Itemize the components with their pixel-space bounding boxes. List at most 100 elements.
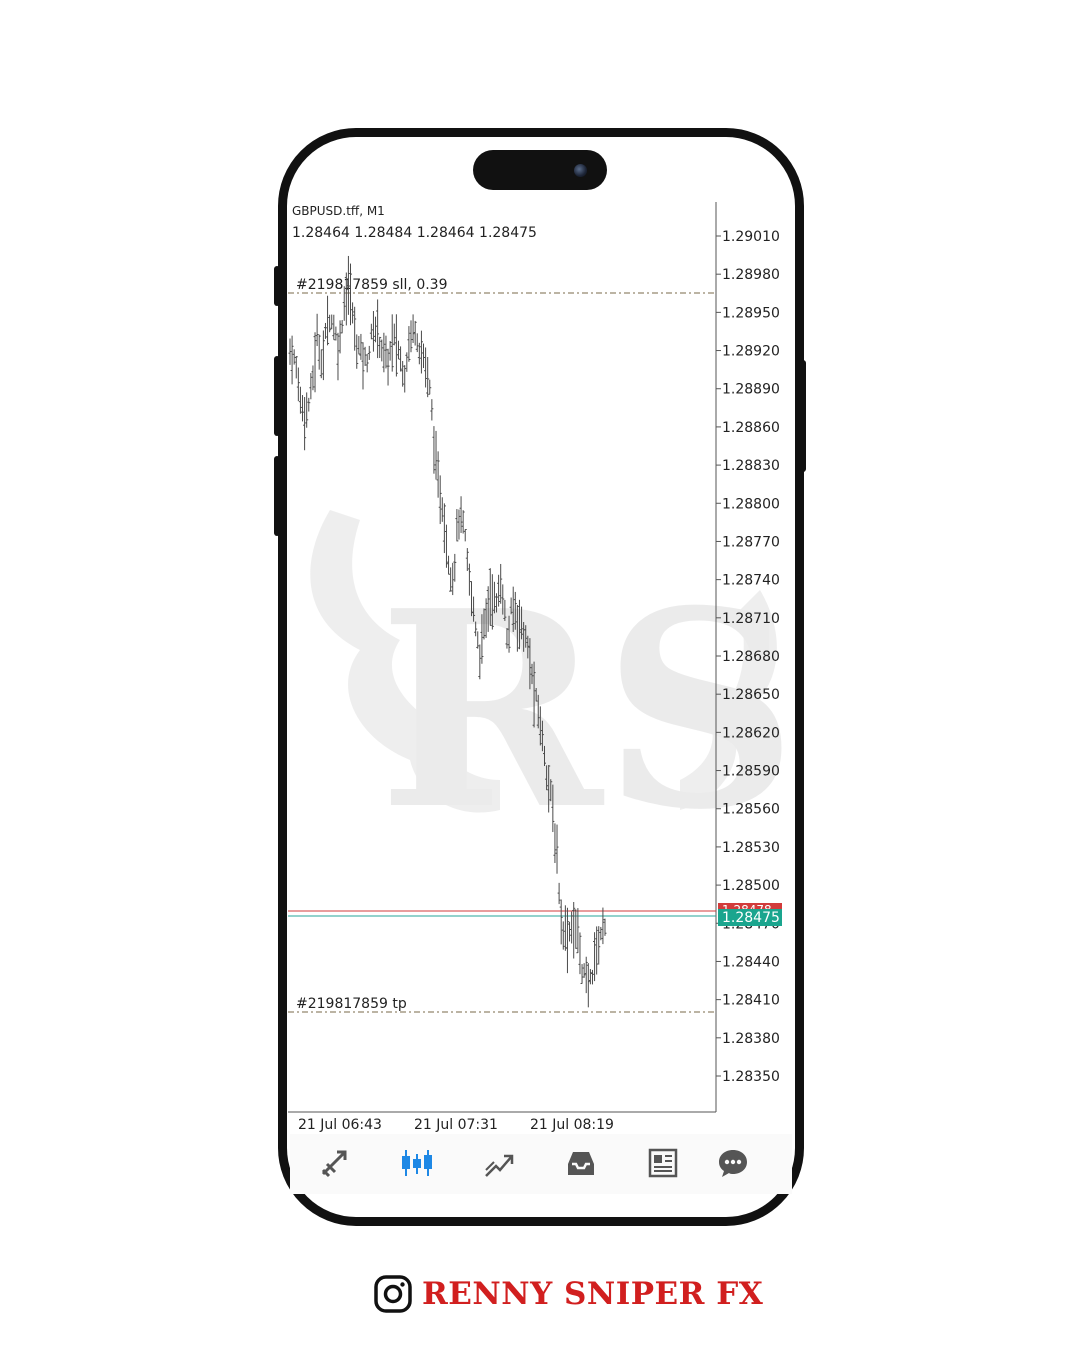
price-bar [319, 349, 323, 379]
y-tick-label: 1.29010 [722, 229, 780, 245]
price-bar [403, 365, 407, 393]
price-bar [376, 299, 380, 359]
price-bar [540, 720, 544, 752]
price-bar [534, 687, 538, 702]
price-bar [444, 524, 448, 568]
price-bar [351, 302, 355, 324]
nav-news[interactable] [644, 1144, 682, 1182]
price-bar [334, 326, 338, 341]
price-bar [580, 964, 584, 984]
nav-trade[interactable] [480, 1144, 518, 1182]
price-bar [517, 599, 521, 650]
price-bar [559, 899, 563, 945]
price-bar [369, 323, 373, 340]
nav-history[interactable] [562, 1144, 600, 1182]
price-bar [415, 333, 419, 353]
price-bar [438, 475, 442, 525]
price-bar [315, 313, 319, 347]
price-bar [294, 356, 298, 379]
price-bar [313, 332, 317, 393]
x-tick-label: 21 Jul 07:31 [414, 1117, 498, 1133]
phone-action-button [274, 266, 280, 306]
y-tick-label: 1.28560 [722, 802, 780, 818]
price-bar [417, 342, 421, 365]
price-bar [465, 548, 469, 571]
price-bar [568, 921, 572, 942]
price-bar [292, 349, 296, 365]
price-bar [478, 644, 482, 680]
price-bar [296, 367, 300, 402]
messages-icon [719, 1150, 747, 1177]
y-tick-label: 1.28380 [722, 1031, 780, 1047]
nav-quotes[interactable] [317, 1144, 355, 1182]
price-bar [442, 503, 446, 554]
price-bar [597, 926, 601, 965]
price-bar [484, 598, 488, 638]
y-tick-label: 1.28890 [722, 382, 780, 398]
price-bar [330, 314, 334, 330]
price-bar [434, 430, 438, 480]
price-bar [348, 263, 352, 326]
price-bar [288, 338, 292, 365]
price-bar [355, 334, 359, 369]
price-bar [405, 352, 409, 372]
price-bar [336, 332, 340, 381]
nav-chart[interactable] [398, 1144, 436, 1182]
price-bar [328, 314, 332, 333]
price-bar [426, 356, 430, 398]
price-bar [399, 346, 403, 372]
nav-messages[interactable] [714, 1144, 752, 1182]
symbol-label: GBPUSD.tff, M1 [292, 204, 385, 218]
bottom-navigation-bar [290, 1134, 792, 1194]
price-bar [528, 638, 532, 690]
y-tick-label: 1.28650 [722, 687, 780, 703]
price-bar [340, 320, 344, 334]
price-bar [590, 969, 594, 985]
price-bar [538, 706, 542, 746]
price-bar [309, 373, 313, 400]
price-bar [509, 597, 513, 615]
price-bar [459, 496, 463, 533]
price-bar [476, 631, 480, 649]
y-tick-label: 1.28620 [722, 725, 780, 741]
time-axis-ticks: 21 Jul 06:43 21 Jul 07:31 21 Jul 08:19 [298, 1117, 614, 1133]
y-tick-label: 1.28710 [722, 611, 780, 627]
price-bar [407, 326, 411, 362]
price-bar [357, 335, 361, 355]
chart-icon [402, 1150, 432, 1176]
price-bar [563, 905, 567, 951]
price-bar [449, 567, 453, 592]
price-bar [380, 339, 384, 362]
price-bar [593, 932, 597, 982]
price-bar [451, 562, 455, 596]
price-bar [553, 823, 557, 864]
instagram-icon[interactable] [374, 1275, 412, 1313]
price-axis-ticks: 1.29010 1.28980 1.28950 1.28920 1.28890 1.288… [716, 229, 780, 1085]
price-bar [353, 306, 357, 351]
price-bar [332, 314, 336, 341]
price-bar [338, 320, 342, 354]
price-bar [570, 911, 574, 944]
x-tick-label: 21 Jul 06:43 [298, 1117, 382, 1133]
price-bar [507, 615, 511, 653]
y-tick-label: 1.28920 [722, 344, 780, 360]
price-bar [401, 360, 405, 387]
price-bar [490, 574, 494, 630]
price-bar [301, 395, 305, 422]
price-bar [463, 528, 467, 542]
price-bars [288, 255, 607, 1008]
price-bar [378, 336, 382, 358]
trade-icon [485, 1154, 514, 1177]
y-tick-label: 1.28500 [722, 878, 780, 894]
price-bar [419, 330, 423, 374]
y-tick-label: 1.28860 [722, 420, 780, 436]
price-bar [588, 969, 592, 985]
y-tick-label: 1.28830 [722, 458, 780, 474]
price-bar [486, 586, 490, 632]
brand-name: RENNY SNIPER FX [422, 1276, 764, 1312]
y-tick-label: 1.28410 [722, 993, 780, 1009]
price-bar [576, 908, 580, 954]
y-tick-label: 1.28740 [722, 573, 780, 589]
price-bar [530, 663, 534, 685]
